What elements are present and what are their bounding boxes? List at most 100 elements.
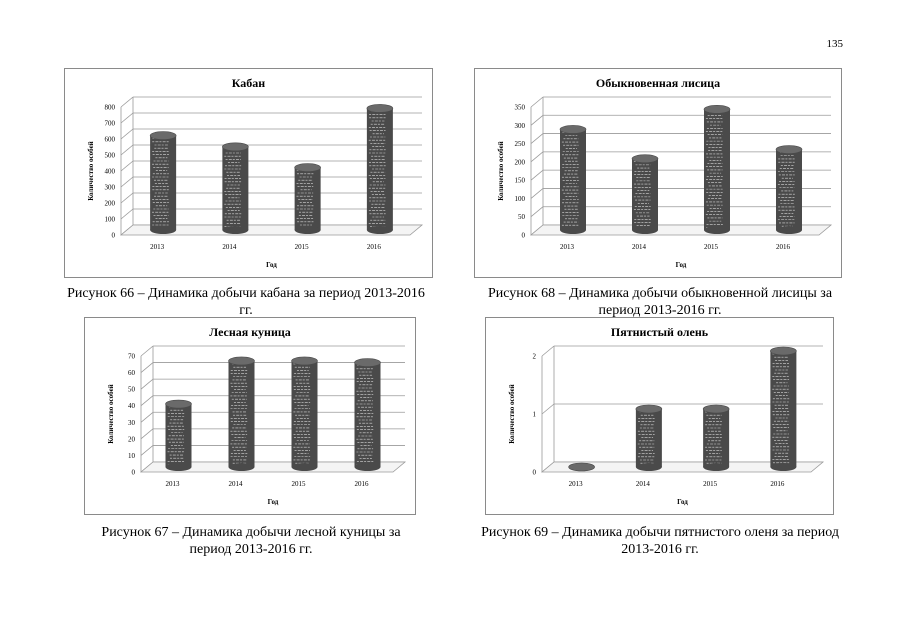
bar-base	[366, 226, 393, 234]
bar-top	[222, 142, 249, 152]
chart-title: Кабан	[232, 76, 266, 90]
gridline-depth	[530, 169, 544, 181]
bar	[222, 142, 249, 234]
x-tick-label: 2014	[222, 243, 237, 251]
y-tick-label: 200	[105, 200, 116, 208]
gridline-depth	[530, 133, 544, 144]
x-tick-label: 2013	[150, 243, 165, 251]
chart-red-fox: Обыкновенная лисица 0 50 100 150 200 250 300 350…	[474, 68, 842, 278]
bar	[770, 346, 797, 471]
y-tick-label: 100	[515, 195, 526, 203]
y-tick-label: 400	[105, 168, 116, 176]
caption-figure-66-text: Рисунок 66 – Динамика добычи кабана за п…	[67, 286, 425, 318]
bar-body	[776, 149, 802, 230]
y-axis-label: Количество особей	[107, 384, 115, 443]
bar-base	[770, 463, 797, 471]
gridline-depth	[140, 428, 154, 440]
chart-pine-marten-svg: Лесная куница 0 10 20 30 40 50 60 70 Количество о…	[107, 325, 407, 506]
bar-body	[770, 351, 797, 467]
bar-base	[635, 463, 662, 471]
y-tick-label: 800	[105, 104, 116, 112]
y-tick-label: 300	[105, 184, 116, 192]
bar-top	[770, 346, 797, 356]
y-tick-label: 10	[128, 452, 136, 460]
gridline-depth	[140, 411, 154, 423]
chart-red-fox-svg: Обыкновенная лисица 0 50 100 150 200 250 300 350…	[497, 76, 833, 269]
gridline-depth	[530, 151, 544, 163]
caption-figure-67-text: Рисунок 67 – Динамика добычи лесной куни…	[101, 525, 401, 557]
gridline-depth	[140, 378, 154, 390]
bar-top	[294, 163, 321, 172]
chart-pine-marten: Лесная куница 0 10 20 30 40 50 60 70 Количество о…	[84, 317, 416, 515]
bar-top	[165, 399, 192, 409]
bar	[294, 163, 321, 234]
chart-title: Пятнистый олень	[611, 325, 709, 339]
caption-figure-66: Рисунок 66 – Динамика добычи кабана за п…	[60, 285, 432, 319]
caption-figure-69-text: Рисунок 69 – Динамика добычи пятнистого …	[481, 525, 839, 557]
bar-body	[635, 409, 662, 467]
bar-base	[560, 226, 586, 234]
bar-base	[165, 463, 192, 471]
bar-base	[354, 463, 381, 471]
bar-top	[635, 404, 663, 414]
bar-base	[776, 226, 802, 234]
bar-base	[703, 463, 730, 471]
y-tick-label: 350	[515, 104, 526, 112]
gridline-depth	[120, 96, 134, 108]
y-tick-label: 150	[515, 177, 526, 185]
y-tick-label: 700	[105, 120, 116, 128]
gridline-depth	[120, 192, 134, 204]
gridline-depth	[120, 176, 134, 188]
bar	[354, 358, 381, 471]
x-tick-label: 2016	[367, 243, 382, 251]
bar-top	[228, 356, 255, 366]
y-tick-label: 50	[128, 386, 136, 394]
bar-base	[150, 226, 177, 234]
bar	[165, 399, 192, 471]
y-tick-label: 600	[105, 136, 116, 144]
chart-sika-deer: Пятнистый олень 0 1 2 Количество особей Год 20…	[485, 317, 834, 515]
bar-base	[228, 463, 255, 471]
bar-top	[354, 358, 381, 367]
chart-floor	[139, 461, 407, 473]
gridline-depth	[530, 188, 544, 199]
x-tick-label: 2015	[295, 243, 310, 251]
bar	[568, 462, 595, 472]
bar	[702, 404, 730, 471]
gridline-depth	[140, 345, 154, 357]
bar-top	[149, 131, 177, 140]
bar-body	[165, 404, 192, 467]
x-tick-label: 2014	[636, 480, 651, 488]
bar-top	[703, 105, 731, 114]
y-tick-label: 2	[533, 353, 537, 361]
gridline-depth	[530, 206, 544, 218]
x-tick-label: 2016	[770, 480, 785, 488]
y-tick-label: 30	[128, 419, 136, 427]
bar-top	[291, 356, 318, 366]
chart-floor	[540, 461, 825, 473]
bar-body	[632, 158, 658, 230]
gridline-depth	[120, 208, 134, 220]
chart-sika-deer-svg: Пятнистый олень 0 1 2 Количество особей Год 20…	[508, 325, 825, 506]
bar-base	[291, 463, 318, 471]
gridline-depth	[140, 445, 154, 456]
y-tick-label: 0	[112, 232, 116, 240]
caption-figure-68-text: Рисунок 68 – Динамика добычи обыкновенно…	[487, 286, 833, 318]
y-axis-label: Количество особей	[497, 141, 505, 200]
bar-base	[294, 226, 321, 234]
caption-figure-68: Рисунок 68 – Динамика добычи обыкновенно…	[474, 285, 846, 319]
bar	[635, 404, 663, 471]
gridline-depth	[530, 96, 544, 108]
bar-base	[704, 226, 730, 234]
gridline-depth	[120, 128, 134, 140]
gridline-depth	[120, 112, 134, 124]
x-tick-label: 2014	[632, 243, 647, 251]
gridline-depth	[530, 114, 544, 126]
y-axis-label: Количество особей	[87, 141, 95, 200]
y-tick-label: 300	[515, 122, 526, 130]
bar-top	[568, 462, 595, 472]
bar-top	[559, 125, 587, 134]
bar	[703, 105, 731, 234]
bar	[366, 104, 394, 234]
x-tick-label: 2015	[704, 243, 719, 251]
